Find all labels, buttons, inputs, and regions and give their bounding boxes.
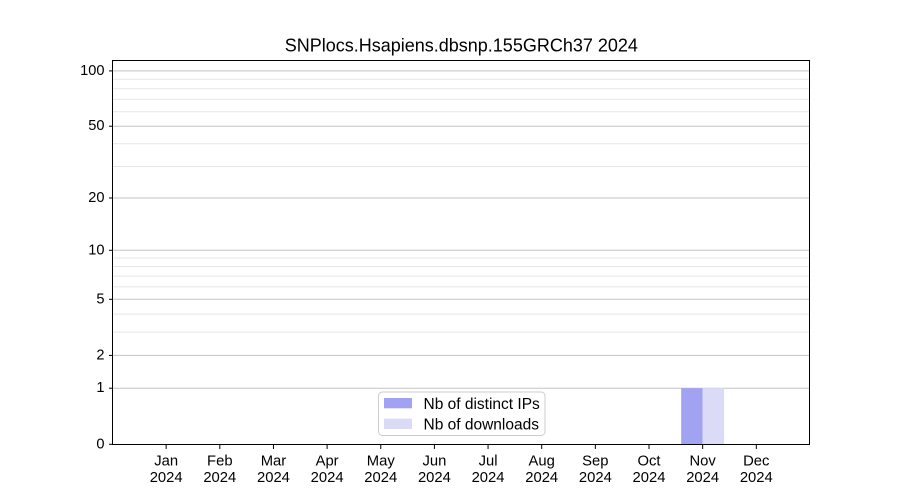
svg-text:2024: 2024	[686, 470, 719, 486]
svg-text:Oct: Oct	[637, 454, 660, 470]
svg-text:2024: 2024	[740, 470, 773, 486]
svg-text:2024: 2024	[364, 470, 397, 486]
svg-text:Aug: Aug	[529, 454, 555, 470]
svg-text:100: 100	[80, 63, 104, 79]
svg-text:0: 0	[96, 436, 104, 452]
svg-text:2024: 2024	[633, 470, 666, 486]
svg-text:2: 2	[96, 347, 104, 363]
svg-text:5: 5	[96, 291, 104, 307]
svg-text:2024: 2024	[525, 470, 558, 486]
svg-text:2024: 2024	[203, 470, 236, 486]
svg-text:50: 50	[88, 118, 104, 134]
svg-text:2024: 2024	[579, 470, 612, 486]
svg-text:2024: 2024	[150, 470, 183, 486]
svg-text:10: 10	[88, 242, 104, 258]
svg-text:1: 1	[96, 380, 104, 396]
svg-text:2024: 2024	[472, 470, 505, 486]
svg-text:Jan: Jan	[154, 454, 178, 470]
svg-text:Nov: Nov	[689, 454, 716, 470]
svg-text:May: May	[367, 454, 396, 470]
svg-text:2024: 2024	[311, 470, 344, 486]
svg-text:2024: 2024	[257, 470, 290, 486]
svg-text:Apr: Apr	[316, 454, 339, 470]
svg-text:Mar: Mar	[261, 454, 287, 470]
svg-text:20: 20	[88, 190, 104, 206]
svg-text:Jul: Jul	[479, 454, 498, 470]
svg-text:Dec: Dec	[743, 454, 770, 470]
svg-text:Nb of distinct IPs: Nb of distinct IPs	[424, 396, 541, 413]
svg-text:2024: 2024	[418, 470, 451, 486]
svg-text:Sep: Sep	[582, 454, 608, 470]
svg-text:SNPlocs.Hsapiens.dbsnp.155GRCh: SNPlocs.Hsapiens.dbsnp.155GRCh37 2024	[285, 36, 638, 56]
svg-text:Feb: Feb	[207, 454, 233, 470]
svg-text:Nb of downloads: Nb of downloads	[424, 417, 540, 434]
svg-text:Jun: Jun	[422, 454, 446, 470]
